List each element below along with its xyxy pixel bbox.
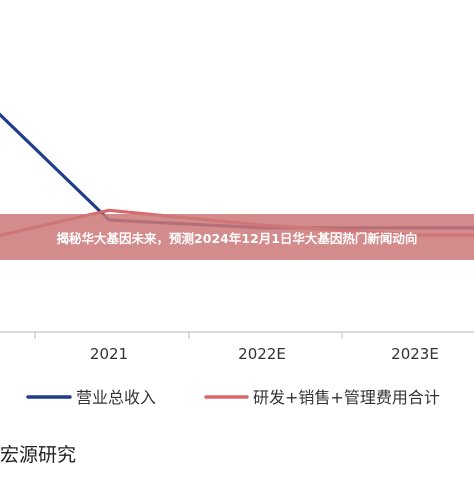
- legend-label-2: 研发+销售+管理费用合计: [253, 388, 440, 407]
- legend-label-1: 营业总收入: [76, 388, 156, 407]
- series-line-1: [0, 112, 474, 230]
- banner-title: 揭秘华大基因未来，预测2024年12月1日华大基因热门新闻动向: [56, 230, 418, 246]
- x-tick-label: 2021: [90, 345, 128, 363]
- x-axis: 2021 2022E 2023E: [0, 331, 474, 363]
- x-tick-label: 2022E: [238, 345, 286, 363]
- x-tick-label: 2023E: [391, 345, 439, 363]
- legend: 营业总收入 研发+销售+管理费用合计: [26, 388, 440, 407]
- title-banner: 揭秘华大基因未来，预测2024年12月1日华大基因热门新闻动向: [0, 214, 474, 260]
- source-label: 宏源研究: [0, 444, 77, 466]
